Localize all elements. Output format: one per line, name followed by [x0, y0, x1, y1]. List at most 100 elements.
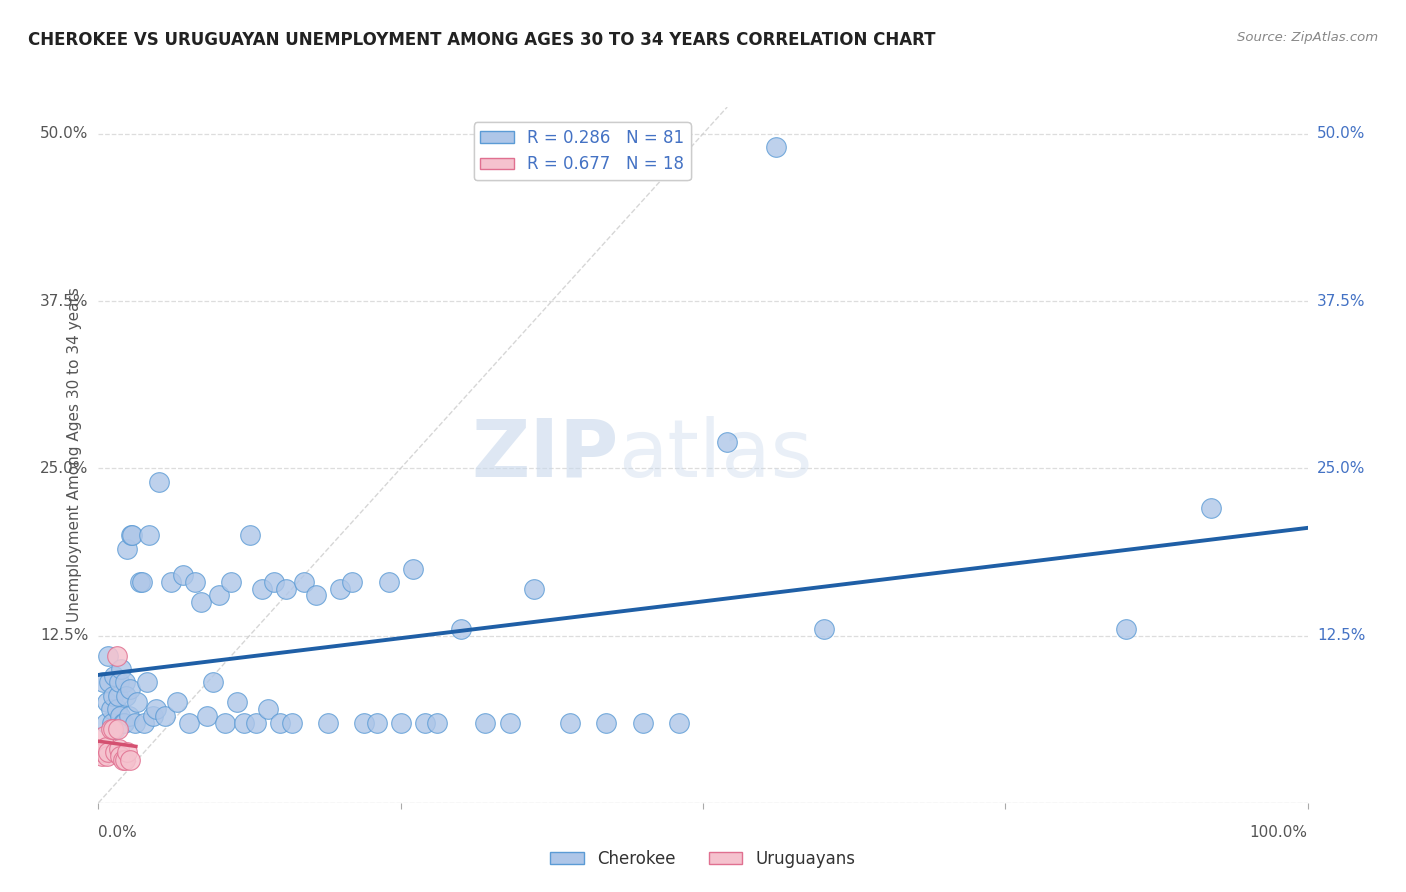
Point — [90, 742, 112, 756]
Point — [94, 715, 117, 730]
Point — [402, 562, 425, 576]
Point — [101, 689, 124, 703]
Point — [450, 622, 472, 636]
Point — [100, 702, 122, 716]
Point — [305, 589, 328, 603]
Point — [172, 568, 194, 582]
Point — [558, 715, 581, 730]
Point — [190, 595, 212, 609]
Point — [115, 689, 138, 703]
Point — [96, 749, 118, 764]
Point — [121, 528, 143, 542]
Point — [108, 749, 131, 764]
Y-axis label: Unemployment Among Ages 30 to 34 years: Unemployment Among Ages 30 to 34 years — [67, 287, 83, 623]
Point — [97, 745, 120, 759]
Point — [765, 140, 787, 154]
Text: 37.5%: 37.5% — [41, 293, 89, 309]
Point — [329, 582, 352, 596]
Legend: Cherokee, Uruguayans: Cherokee, Uruguayans — [544, 844, 862, 875]
Point — [226, 696, 249, 710]
Text: 12.5%: 12.5% — [41, 628, 89, 643]
Point — [142, 708, 165, 723]
Point — [91, 675, 114, 690]
Point — [117, 745, 139, 759]
Point — [145, 702, 167, 716]
Point — [148, 475, 170, 489]
Point — [292, 575, 315, 590]
Point — [208, 589, 231, 603]
Text: 37.5%: 37.5% — [1317, 293, 1365, 309]
Point — [366, 715, 388, 730]
Point — [127, 696, 149, 710]
Point — [523, 582, 546, 596]
Point — [107, 723, 129, 737]
Point — [250, 582, 273, 596]
Text: 100.0%: 100.0% — [1250, 825, 1308, 840]
Point — [239, 528, 262, 542]
Point — [716, 434, 738, 449]
Point — [91, 749, 114, 764]
Point — [93, 729, 115, 743]
Point — [595, 715, 617, 730]
Point — [128, 575, 150, 590]
Point — [631, 715, 654, 730]
Text: atlas: atlas — [619, 416, 813, 494]
Point — [269, 715, 291, 730]
Point — [118, 708, 141, 723]
Point — [111, 753, 134, 767]
Point — [179, 715, 201, 730]
Point — [1199, 501, 1222, 516]
Point — [426, 715, 449, 730]
Point — [114, 753, 136, 767]
Point — [256, 702, 278, 716]
Point — [135, 675, 157, 690]
Point — [316, 715, 339, 730]
Text: 50.0%: 50.0% — [1317, 127, 1365, 141]
Point — [101, 723, 124, 737]
Point — [105, 702, 128, 716]
Point — [668, 715, 690, 730]
Point — [98, 675, 121, 690]
Point — [342, 575, 364, 590]
Point — [1115, 622, 1137, 636]
Point — [134, 715, 156, 730]
Point — [184, 575, 207, 590]
Point — [94, 739, 117, 754]
Point — [120, 528, 142, 542]
Point — [389, 715, 412, 730]
Point — [118, 753, 141, 767]
Point — [138, 528, 160, 542]
Point — [117, 541, 139, 556]
Point — [413, 715, 436, 730]
Point — [160, 575, 183, 590]
Point — [353, 715, 375, 730]
Text: Source: ZipAtlas.com: Source: ZipAtlas.com — [1237, 31, 1378, 45]
Point — [118, 681, 141, 696]
Point — [498, 715, 520, 730]
Point — [114, 675, 136, 690]
Text: CHEROKEE VS URUGUAYAN UNEMPLOYMENT AMONG AGES 30 TO 34 YEARS CORRELATION CHART: CHEROKEE VS URUGUAYAN UNEMPLOYMENT AMONG… — [28, 31, 935, 49]
Point — [110, 662, 132, 676]
Point — [107, 689, 129, 703]
Point — [221, 575, 243, 590]
Point — [105, 648, 128, 663]
Point — [97, 648, 120, 663]
Text: 50.0%: 50.0% — [41, 127, 89, 141]
Point — [104, 745, 127, 759]
Text: 0.0%: 0.0% — [98, 825, 138, 840]
Point — [245, 715, 267, 730]
Text: 25.0%: 25.0% — [41, 461, 89, 475]
Point — [131, 575, 153, 590]
Point — [103, 669, 125, 683]
Text: 12.5%: 12.5% — [1317, 628, 1365, 643]
Point — [100, 723, 122, 737]
Point — [112, 715, 135, 730]
Point — [377, 575, 399, 590]
Legend: R = 0.286   N = 81, R = 0.677   N = 18: R = 0.286 N = 81, R = 0.677 N = 18 — [474, 122, 690, 180]
Point — [474, 715, 496, 730]
Point — [91, 745, 114, 759]
Point — [104, 723, 127, 737]
Point — [153, 708, 176, 723]
Point — [202, 675, 225, 690]
Point — [274, 582, 297, 596]
